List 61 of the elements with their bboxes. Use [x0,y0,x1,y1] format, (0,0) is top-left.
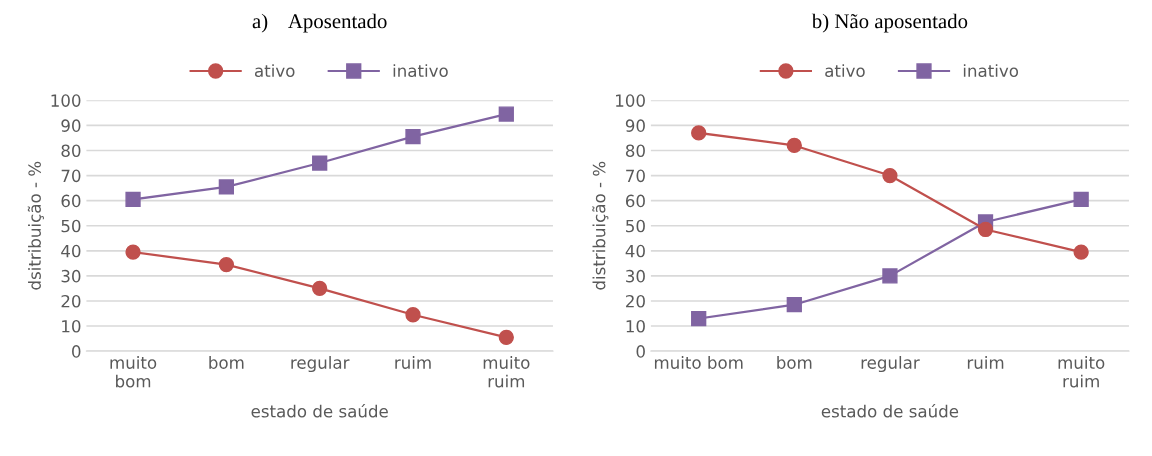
y-tick-label: 10 [62,320,81,333]
x-tick-label: regular [861,355,920,373]
y-tick-label: 100 [51,94,81,107]
point [1073,244,1089,260]
x-tick-label: regular [291,355,350,373]
y-tick-label: 80 [625,144,645,158]
point [786,137,802,154]
y-tick-label: 70 [61,169,81,183]
point [977,221,994,238]
point [498,329,514,345]
x-axis-title: estado de saúde [821,404,959,418]
point [882,268,898,284]
y-tick-label: 50 [626,219,645,233]
y-tick-label: 80 [61,144,81,158]
y-tick-label: 20 [61,294,81,308]
x-tick-label: muito ruim [1058,355,1105,388]
point [405,307,421,323]
point [691,310,707,327]
y-tick-label: 0 [72,345,81,358]
point [125,191,141,208]
legend-label: ativo [254,64,295,78]
point [125,244,141,260]
legend-label: ativo [825,64,865,78]
x-tick-label: muito bom [110,355,157,388]
legend-label: inativo [963,64,1019,78]
x-axis-title: estado de saúde [251,404,388,418]
point [312,280,328,297]
x-tick-label: bom [777,355,812,369]
point [786,297,802,313]
point [312,155,328,171]
y-tick-label: 70 [626,169,645,183]
y-axis-title: distribuição - % [592,161,609,290]
y-tick-label: 40 [625,244,645,258]
x-tick-label: bom [209,355,244,369]
y-tick-label: 60 [625,194,645,208]
y-axis-title: dsitribuição - % [27,161,44,290]
y-tick-label: 100 [616,94,645,107]
x-tick-label: ruim [967,355,1004,369]
x-tick-label: muito bom [654,355,743,369]
y-tick-label: 40 [61,244,81,258]
point [691,125,707,141]
point [882,167,898,184]
y-tick-label: 30 [626,269,645,283]
y-tick-label: 90 [625,119,645,132]
y-tick-label: 0 [636,345,645,358]
y-tick-label: 30 [61,269,81,283]
chart-title: a) Aposentado [252,13,387,33]
point [218,179,235,195]
point [218,256,235,273]
y-tick-label: 90 [61,119,81,132]
x-tick-label: ruim [395,355,431,369]
y-tick-label: 20 [626,294,645,308]
point [405,129,421,145]
point [498,106,514,122]
y-tick-label: 50 [61,219,81,233]
x-tick-label: muito ruim [483,355,530,388]
y-tick-label: 10 [626,320,645,333]
y-tick-label: 60 [61,194,81,208]
point [1073,191,1089,208]
chart-title: b) Não aposentado [811,13,968,33]
legend-label: inativo [393,64,448,78]
